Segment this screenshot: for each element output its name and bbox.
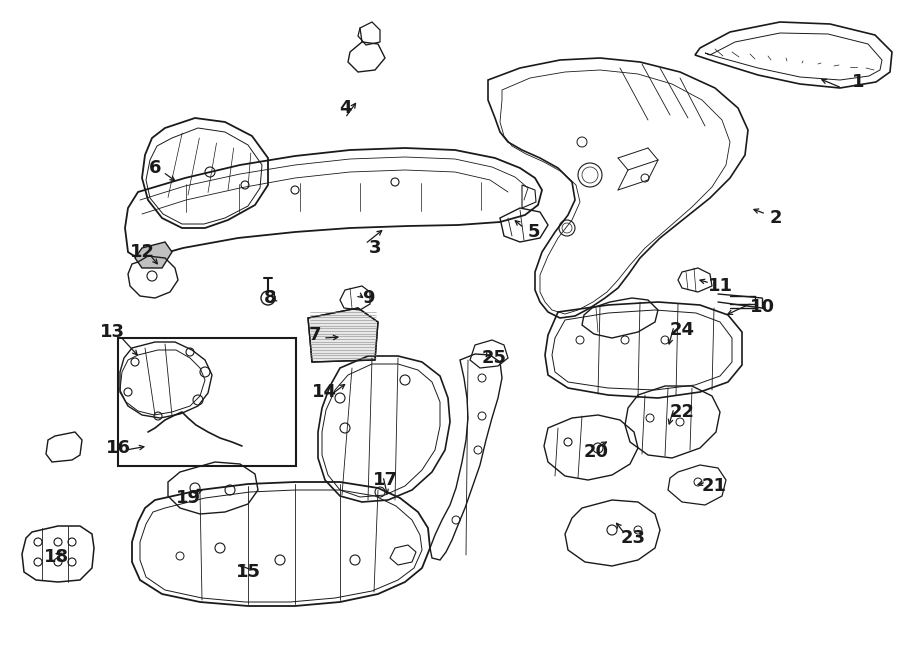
Text: 16: 16	[105, 439, 130, 457]
Text: 11: 11	[707, 277, 733, 295]
Text: 24: 24	[670, 321, 695, 339]
Text: 19: 19	[176, 489, 201, 507]
Text: 15: 15	[236, 563, 260, 581]
Text: 1: 1	[851, 73, 864, 91]
Text: 9: 9	[362, 289, 374, 307]
Text: 23: 23	[620, 529, 645, 547]
Polygon shape	[135, 242, 172, 268]
Text: 6: 6	[148, 159, 161, 177]
Text: 7: 7	[309, 326, 321, 344]
Bar	[118, 338, 296, 466]
Text: 14: 14	[311, 383, 337, 401]
Text: 22: 22	[670, 403, 695, 421]
Text: 4: 4	[338, 99, 351, 117]
Text: 3: 3	[369, 239, 382, 257]
Text: 18: 18	[44, 548, 69, 566]
Text: 12: 12	[130, 243, 155, 261]
Text: 5: 5	[527, 223, 540, 241]
Text: 20: 20	[583, 443, 608, 461]
Polygon shape	[308, 308, 378, 362]
Text: 13: 13	[100, 323, 124, 341]
Text: 10: 10	[750, 298, 775, 316]
Text: 17: 17	[373, 471, 398, 489]
Text: 25: 25	[482, 349, 507, 367]
Text: 2: 2	[770, 209, 782, 227]
Text: 21: 21	[701, 477, 726, 495]
Text: 8: 8	[264, 289, 276, 307]
